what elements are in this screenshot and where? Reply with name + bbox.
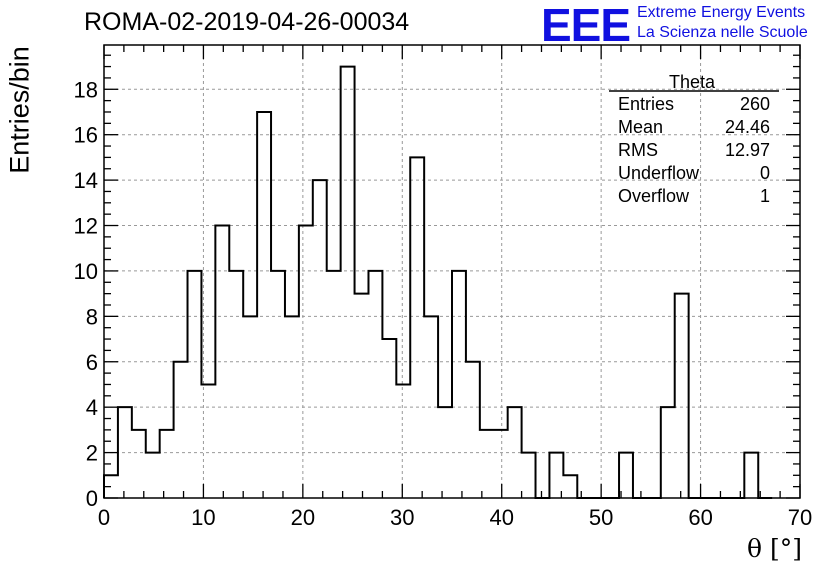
y-tick-label: 18 — [74, 77, 98, 102]
y-tick-label: 0 — [86, 486, 98, 511]
histogram-bin — [396, 384, 410, 498]
x-tick-label: 30 — [390, 505, 414, 530]
stats-row-label: Mean — [618, 117, 663, 137]
eee-logo-mark: EEE — [541, 0, 631, 51]
stats-row-value: 1 — [760, 186, 770, 206]
x-axis-label: θ [°] — [746, 534, 802, 563]
histogram-bin — [257, 112, 271, 498]
histogram-outline — [103, 65, 773, 499]
histogram-bin — [466, 362, 480, 498]
histogram-bin — [355, 294, 369, 498]
histogram-bin — [494, 430, 508, 498]
histogram-bin — [410, 157, 424, 498]
histogram-bin — [341, 67, 355, 498]
y-tick-label: 12 — [74, 214, 98, 239]
stats-box-title: Theta — [669, 72, 716, 92]
y-tick-label: 14 — [74, 168, 98, 193]
histogram-bin — [215, 226, 229, 498]
histogram-bin — [271, 271, 285, 498]
stats-row-label: Underflow — [618, 163, 700, 183]
histogram-bin — [188, 271, 202, 498]
x-tick-label: 0 — [98, 505, 110, 530]
y-tick-label: 4 — [86, 395, 98, 420]
x-tick-label: 20 — [291, 505, 315, 530]
histogram-bin — [160, 430, 174, 498]
histogram-bin — [452, 271, 466, 498]
stats-row-value: 12.97 — [725, 140, 770, 160]
logo-line-2: La Scienza nelle Scuole — [637, 24, 808, 41]
stats-row-label: Entries — [618, 94, 674, 114]
histogram-bin — [313, 180, 327, 498]
x-tick-label: 70 — [788, 505, 812, 530]
histogram-bin — [368, 271, 382, 498]
histogram-bin — [522, 453, 536, 498]
logo-line-1: Extreme Energy Events — [637, 4, 806, 21]
x-tick-label: 40 — [489, 505, 513, 530]
y-tick-label: 2 — [86, 441, 98, 466]
histogram-bin — [146, 453, 160, 498]
histogram-bin — [563, 475, 577, 498]
x-tick-label: 50 — [589, 505, 613, 530]
y-tick-label: 16 — [74, 123, 98, 148]
x-tick-label: 60 — [688, 505, 712, 530]
x-tick-label: 10 — [191, 505, 215, 530]
histogram-bin — [132, 430, 146, 498]
histogram-bars — [103, 65, 773, 499]
y-tick-label: 10 — [74, 259, 98, 284]
stats-row-value: 260 — [740, 94, 770, 114]
stats-row-label: Overflow — [618, 186, 690, 206]
histogram-bin — [744, 453, 758, 498]
stats-row-value: 0 — [760, 163, 770, 183]
chart-title: ROMA-02-2019-04-26-00034 — [84, 8, 410, 36]
histogram-bin — [229, 271, 243, 498]
histogram-bin — [675, 294, 689, 498]
histogram-bin — [480, 430, 494, 498]
histogram-bin — [327, 271, 341, 498]
histogram-bin — [174, 362, 188, 498]
y-tick-label: 6 — [86, 350, 98, 375]
histogram-bin — [382, 339, 396, 498]
y-tick-label: 8 — [86, 304, 98, 329]
stats-row-value: 24.46 — [725, 117, 770, 137]
stats-row-label: RMS — [618, 140, 658, 160]
